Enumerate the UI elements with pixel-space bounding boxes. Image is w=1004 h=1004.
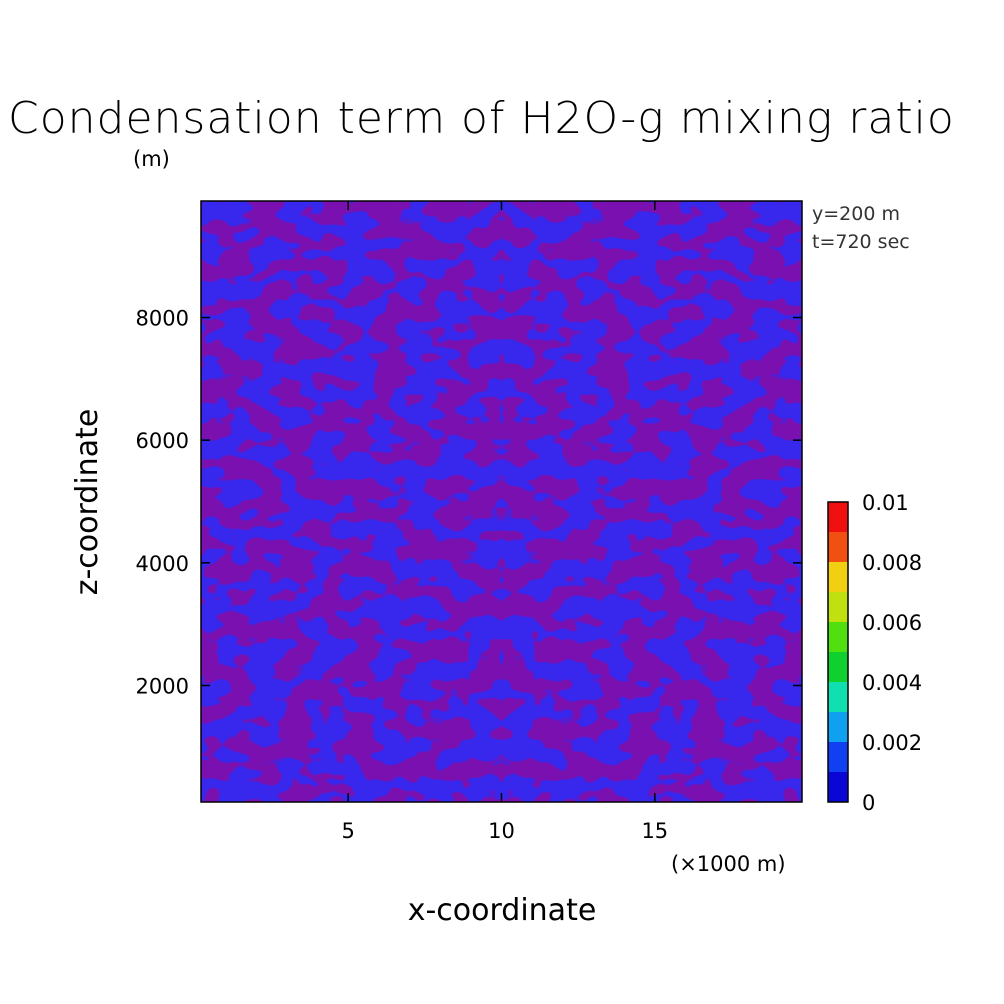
colorbar-segment — [828, 712, 848, 742]
colorbar-frame — [827, 501, 849, 803]
x-tick-label: 10 — [488, 819, 515, 843]
colorbar-tick-label: 0.01 — [862, 491, 909, 515]
chart-title: Condensation term of H2O-g mixing ratio — [8, 93, 955, 144]
annotation-y: y=200 m — [812, 203, 900, 225]
x-tick-label: 5 — [341, 819, 354, 843]
colorbar: 0 0.002 0.004 0.006 0.008 0.01 — [827, 491, 922, 815]
y-tick-label: 6000 — [136, 429, 189, 453]
colorbar-segment — [828, 502, 848, 532]
axis-ticks: 5 10 15 2000 4000 6000 8000 — [136, 201, 802, 843]
colorbar-tick-label: 0 — [862, 791, 875, 815]
colorbar-tick-label: 0.006 — [862, 611, 922, 635]
colorbar-segment — [828, 652, 848, 682]
annotation-t: t=720 sec — [812, 231, 910, 253]
colorbar-segment — [828, 592, 848, 622]
colorbar-segment — [828, 772, 848, 802]
field-level-left — [201, 201, 502, 802]
colorbar-segment — [828, 622, 848, 652]
colorbar-segment — [828, 682, 848, 712]
colorbar-segment — [828, 742, 848, 772]
y-tick-label: 8000 — [136, 307, 189, 331]
y-tick-label: 4000 — [136, 552, 189, 576]
colorbar-segment — [828, 532, 848, 562]
y-axis-title: z-coordinate — [70, 409, 105, 596]
colorbar-tick-label: 0.004 — [862, 671, 922, 695]
x-unit-note: (×1000 m) — [671, 852, 786, 876]
unit-label: (m) — [133, 147, 170, 171]
field-level-right — [501, 201, 802, 802]
colorbar-tick-label: 0.002 — [862, 731, 922, 755]
plot-area — [201, 201, 802, 802]
colorbar-tick-label: 0.008 — [862, 551, 922, 575]
colorbar-segment — [828, 562, 848, 592]
x-tick-label: 15 — [641, 819, 668, 843]
x-axis-title: x-coordinate — [408, 893, 597, 928]
field-overlay — [201, 201, 802, 802]
y-tick-label: 2000 — [136, 674, 189, 698]
